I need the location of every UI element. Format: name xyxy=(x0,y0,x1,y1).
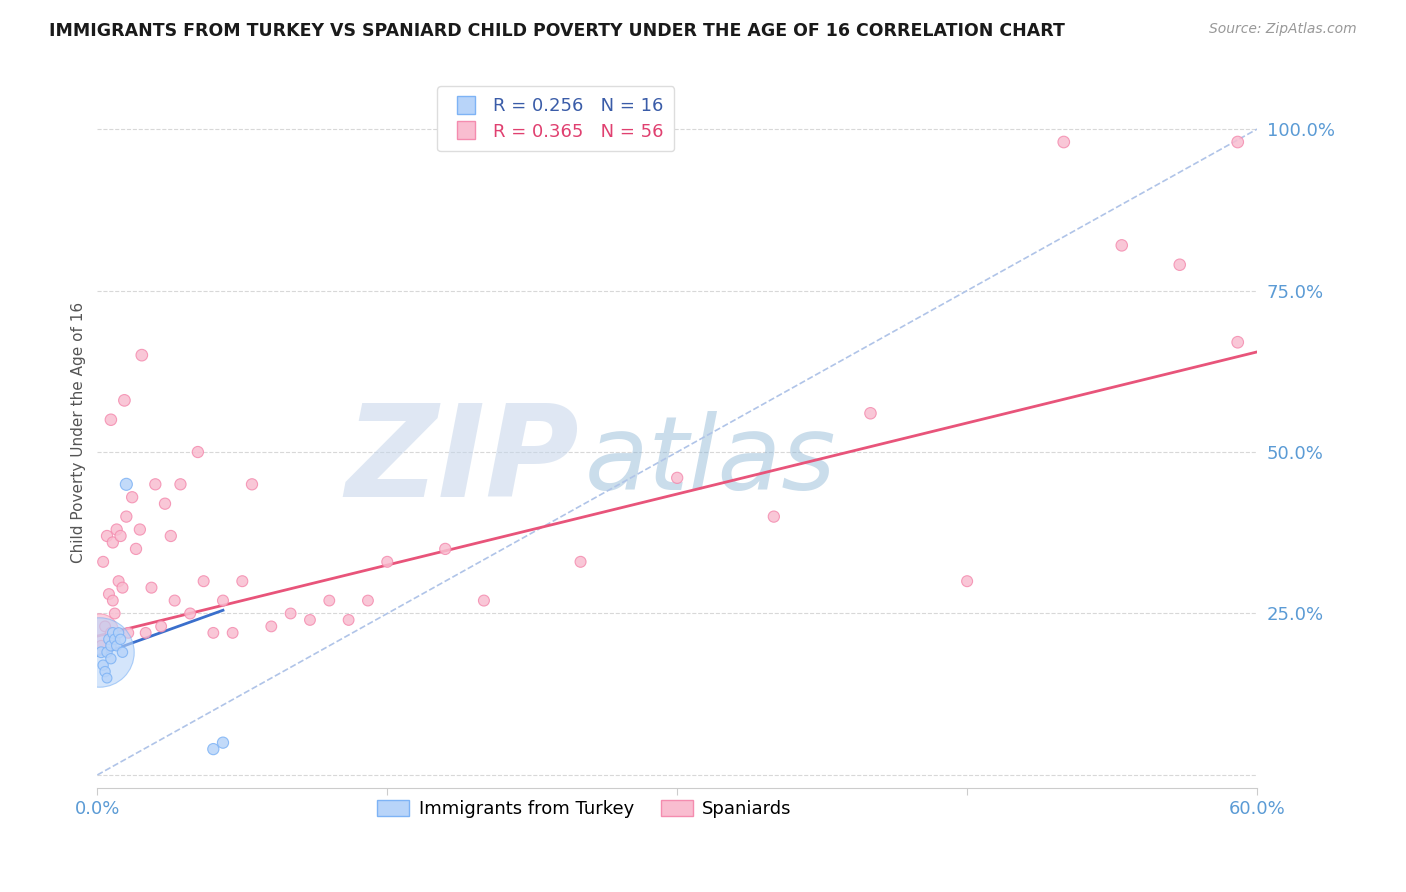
Point xyxy=(1226,135,1249,149)
Point xyxy=(240,477,263,491)
Legend: Immigrants from Turkey, Spaniards: Immigrants from Turkey, Spaniards xyxy=(370,792,799,825)
Point xyxy=(1053,135,1076,149)
Point xyxy=(280,607,302,621)
Point xyxy=(110,632,132,647)
Point xyxy=(141,581,163,595)
Point xyxy=(100,651,122,665)
Point xyxy=(231,574,253,589)
Text: atlas: atlas xyxy=(585,411,837,511)
Point xyxy=(107,625,129,640)
Point xyxy=(159,529,181,543)
Point xyxy=(260,619,283,633)
Point xyxy=(1226,335,1249,350)
Point xyxy=(100,413,122,427)
Point xyxy=(187,445,209,459)
Point xyxy=(1111,238,1133,252)
Point xyxy=(121,490,143,504)
Point xyxy=(100,639,122,653)
Point xyxy=(115,477,138,491)
Point xyxy=(202,742,225,756)
Point xyxy=(169,477,191,491)
Point xyxy=(212,736,235,750)
Point xyxy=(96,529,118,543)
Point xyxy=(212,593,235,607)
Point xyxy=(318,593,340,607)
Point xyxy=(179,607,201,621)
Point xyxy=(101,625,124,640)
Point xyxy=(91,555,114,569)
Point xyxy=(956,574,979,589)
Point xyxy=(111,645,134,659)
Point xyxy=(117,625,139,640)
Text: Source: ZipAtlas.com: Source: ZipAtlas.com xyxy=(1209,22,1357,37)
Point xyxy=(298,613,321,627)
Point xyxy=(104,632,127,647)
Point xyxy=(150,619,173,633)
Point xyxy=(131,348,153,362)
Point xyxy=(94,665,117,679)
Point xyxy=(569,555,592,569)
Point xyxy=(125,541,148,556)
Point xyxy=(762,509,785,524)
Point xyxy=(111,581,134,595)
Point xyxy=(135,625,157,640)
Point xyxy=(90,639,112,653)
Point xyxy=(97,632,120,647)
Point xyxy=(221,625,243,640)
Point xyxy=(115,509,138,524)
Point xyxy=(859,406,882,420)
Point xyxy=(105,523,128,537)
Point xyxy=(91,658,114,673)
Point xyxy=(472,593,495,607)
Text: ZIP: ZIP xyxy=(344,399,579,524)
Point xyxy=(110,529,132,543)
Point xyxy=(90,645,112,659)
Point xyxy=(89,625,111,640)
Point xyxy=(434,541,457,556)
Point xyxy=(96,671,118,685)
Point xyxy=(100,625,122,640)
Text: IMMIGRANTS FROM TURKEY VS SPANIARD CHILD POVERTY UNDER THE AGE OF 16 CORRELATION: IMMIGRANTS FROM TURKEY VS SPANIARD CHILD… xyxy=(49,22,1066,40)
Point xyxy=(143,477,166,491)
Point xyxy=(89,645,111,659)
Point xyxy=(105,639,128,653)
Point xyxy=(101,535,124,549)
Point xyxy=(128,523,150,537)
Point xyxy=(202,625,225,640)
Point xyxy=(94,619,117,633)
Point xyxy=(101,593,124,607)
Point xyxy=(107,574,129,589)
Point xyxy=(1168,258,1191,272)
Point xyxy=(375,555,398,569)
Point xyxy=(337,613,360,627)
Point xyxy=(193,574,215,589)
Y-axis label: Child Poverty Under the Age of 16: Child Poverty Under the Age of 16 xyxy=(72,302,86,563)
Point xyxy=(96,645,118,659)
Point xyxy=(112,393,135,408)
Point xyxy=(97,587,120,601)
Point xyxy=(357,593,380,607)
Point xyxy=(104,607,127,621)
Point xyxy=(153,497,176,511)
Point xyxy=(163,593,186,607)
Point xyxy=(666,471,689,485)
